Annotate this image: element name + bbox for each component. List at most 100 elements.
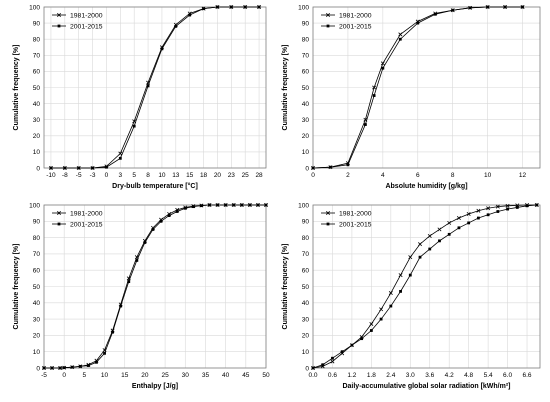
x-tick-label: 8 — [146, 172, 150, 179]
data-point-x-marker — [447, 220, 452, 225]
legend-label: 2001-2015 — [70, 23, 103, 30]
data-point-x-marker — [369, 322, 374, 326]
data-point-square-marker — [63, 166, 67, 170]
y-tick-label: 70 — [33, 251, 41, 258]
data-point-square-marker — [77, 166, 81, 170]
data-point-square-marker — [506, 207, 509, 211]
data-point-x-marker — [326, 211, 330, 215]
data-point-x-marker — [57, 211, 61, 215]
data-point-square-marker — [103, 351, 106, 355]
y-tick-label: 0 — [36, 165, 40, 172]
x-tick-label: 5 — [132, 172, 136, 179]
x-tick-label: 2 — [346, 172, 350, 179]
legend-entry-2: 2001-2015 — [321, 23, 372, 30]
plot-area-frame — [43, 204, 267, 369]
y-tick-label: 50 — [302, 284, 310, 291]
legend-entry-1: 1981-2000 — [321, 12, 372, 19]
data-point-x-marker — [408, 255, 413, 260]
y-tick-label: 50 — [33, 284, 41, 291]
x-tick-label: 15 — [186, 172, 194, 179]
y-tick-label: 70 — [302, 251, 310, 258]
x-tick-label: 4.8 — [464, 372, 473, 379]
data-point-square-marker — [408, 273, 412, 277]
data-point-square-marker — [257, 5, 261, 9]
data-point-square-marker — [146, 84, 150, 88]
x-tick-label: 0 — [105, 172, 109, 179]
legend-entry-1: 1981-2000 — [52, 12, 103, 19]
data-point-square-marker — [191, 205, 195, 209]
plot-area-frame — [312, 204, 541, 369]
data-point-square-marker — [468, 6, 472, 10]
y-tick-label: 50 — [302, 85, 310, 92]
x-tick-label: -3 — [90, 172, 96, 179]
data-point-square-marker — [360, 337, 364, 341]
data-point-square-marker — [486, 5, 490, 9]
x-tick-label: 0 — [311, 172, 315, 179]
y-axis-label: Cumulative frequency [%] — [13, 45, 20, 131]
y-tick-label: 20 — [302, 133, 310, 140]
y-tick-label: 0 — [305, 165, 309, 172]
x-tick-label: 25 — [242, 172, 250, 179]
y-tick-label: 50 — [33, 85, 41, 92]
legend-entry-2: 2001-2015 — [321, 221, 372, 228]
y-tick-label: 60 — [302, 69, 310, 76]
data-point-square-marker — [49, 166, 53, 170]
data-point-square-marker — [416, 21, 420, 25]
data-point-square-marker — [183, 206, 187, 210]
x-tick-label: -5 — [41, 372, 47, 379]
x-tick-label: 3.0 — [406, 372, 415, 379]
data-point-square-marker — [447, 232, 451, 236]
data-point-square-marker — [398, 37, 402, 41]
data-point-square-marker — [95, 360, 98, 364]
data-point-square-marker — [381, 66, 385, 70]
x-tick-label: 8 — [451, 172, 455, 179]
legend-label: 1981-2000 — [339, 12, 372, 19]
data-point-square-marker — [264, 203, 268, 207]
y-tick-label: 90 — [33, 20, 41, 27]
x-tick-label: 0.6 — [328, 372, 337, 379]
x-tick-label: 3.6 — [425, 372, 434, 379]
y-tick-label: 100 — [298, 202, 309, 209]
data-point-square-marker — [200, 204, 203, 208]
data-point-square-marker — [311, 366, 315, 370]
data-point-square-marker — [331, 356, 334, 360]
data-point-square-marker — [119, 304, 123, 308]
y-tick-label: 30 — [302, 117, 310, 124]
x-tick-label: 3 — [119, 172, 123, 179]
data-point-square-marker — [326, 24, 330, 28]
x-tick-label: 30 — [182, 372, 190, 379]
data-point-square-marker — [132, 124, 136, 128]
y-tick-label: 90 — [302, 219, 310, 226]
data-point-square-marker — [525, 204, 529, 208]
x-tick-label: 2.4 — [386, 372, 395, 379]
y-tick-label: 0 — [305, 365, 309, 372]
x-tick-label: 10 — [484, 172, 492, 179]
data-point-square-marker — [216, 203, 219, 207]
y-tick-label: 80 — [302, 235, 310, 242]
data-point-square-marker — [151, 228, 155, 231]
data-point-square-marker — [240, 203, 244, 207]
data-point-x-marker — [437, 227, 442, 232]
data-point-square-marker — [326, 222, 330, 226]
legend-label: 1981-2000 — [339, 210, 372, 217]
data-point-square-marker — [42, 366, 46, 370]
y-tick-label: 80 — [302, 37, 310, 44]
y-tick-label: 30 — [33, 117, 41, 124]
data-point-square-marker — [503, 5, 507, 9]
y-axis-label: Cumulative frequency [%] — [282, 45, 289, 131]
y-tick-label: 60 — [33, 69, 41, 76]
y-tick-label: 100 — [298, 4, 309, 11]
x-tick-label: 28 — [255, 172, 263, 179]
x-axis-label: Dry-bulb temperature [°C] — [112, 182, 198, 190]
data-point-square-marker — [111, 330, 115, 334]
legend-entry-2: 2001-2015 — [52, 221, 103, 228]
chart-panel-4: 0 10 20 30 40 50 60 70 80 90 100 0.0 0.6 1.2 1.8 2.4 3.0… — [282, 202, 541, 390]
x-tick-label: 35 — [202, 372, 210, 379]
data-point-square-marker — [329, 165, 332, 169]
y-tick-label: 20 — [33, 133, 41, 140]
data-point-square-marker — [224, 203, 228, 207]
series-line-2 — [312, 204, 537, 369]
x-tick-label: 1.8 — [367, 372, 376, 379]
x-axis-label: Daily-accumulative global solar radiatio… — [342, 383, 510, 390]
y-tick-label: 100 — [29, 202, 40, 209]
